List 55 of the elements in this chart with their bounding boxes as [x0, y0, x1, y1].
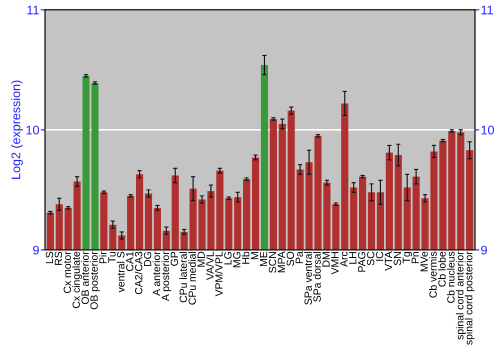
x-tick-label: Pir	[99, 251, 107, 264]
y-axis-title: Log2 (expression)	[11, 80, 23, 179]
y2-tick-label: 11	[482, 6, 493, 14]
x-tick-label: Cx motor	[64, 251, 71, 294]
x-tick-label: CPu lateral	[179, 252, 187, 302]
x-tick-label: SN	[394, 252, 402, 266]
y-tick-label: 11	[27, 6, 39, 14]
x-tick-label: SPa dorsal	[313, 252, 321, 302]
y2-tick-label: 10	[482, 126, 494, 134]
x-tick-label: Tg	[402, 252, 412, 264]
x-tick-label: MG	[233, 252, 240, 268]
x-tick-label: Cb nucleus	[446, 252, 455, 303]
x-tick-label: Pn	[412, 252, 419, 264]
x-tick-label: GP	[170, 252, 178, 266]
x-tick-label: RS	[54, 252, 62, 265]
x-tick-label: LS	[46, 252, 54, 264]
x-tick-label: VPM/VPL	[215, 252, 223, 296]
x-tick-label: OB anterior	[81, 251, 89, 304]
x-tick-label: SPa ventral	[304, 252, 312, 305]
x-tick-label: Cb lobe	[438, 252, 446, 287]
x-tick-label: DG	[144, 252, 152, 266]
x-tick-label: spinal cord posterior	[464, 251, 474, 345]
x-tick-label: OB posterior	[90, 251, 100, 310]
x-tick-label: MD	[198, 252, 205, 267]
x-tick-label: DM	[322, 252, 330, 267]
x-tick-label: CA1	[126, 252, 134, 272]
x-tick-label: LG	[224, 252, 232, 264]
x-tick-label: CA2/CA3	[134, 252, 142, 294]
x-tick-label: VA/VL	[206, 252, 214, 280]
x-tick-label: A anterior	[152, 251, 160, 296]
x-tick-label: ventral S	[116, 252, 125, 292]
x-tick-label: IC	[376, 252, 384, 261]
x-tick-label: SO	[286, 252, 294, 266]
x-tick-label: ME	[260, 252, 268, 266]
x-tick-label: LH	[349, 252, 356, 264]
x-tick-label: Cb vermis	[429, 252, 437, 298]
x-tick-label: Pa	[296, 251, 303, 264]
y2-tick-label: 9	[481, 246, 487, 255]
y-tick-label: 10	[26, 126, 39, 134]
x-tick-label: spinal cord anterior	[456, 251, 466, 340]
x-tick-label: SCN	[268, 252, 276, 273]
x-tick-label: Hb	[242, 252, 250, 264]
x-tick-label: VTA	[384, 251, 392, 271]
x-tick-label: VMH	[331, 252, 339, 274]
x-tick-label: MPA	[278, 251, 285, 272]
x-tick-label: PAG	[358, 252, 366, 272]
x-tick-label: Tu	[108, 252, 116, 263]
x-tick-label: Arc	[340, 252, 348, 267]
x-tick-label: A posterior	[161, 251, 172, 302]
x-tick-label: MVe	[420, 252, 428, 272]
y-tick-label: 9	[33, 246, 39, 255]
x-tick-label: M	[251, 252, 258, 260]
x-tick-label: Cx cingulate	[72, 252, 82, 308]
x-tick-label: CPu medial	[188, 252, 196, 305]
x-tick-label: SC	[366, 252, 374, 266]
